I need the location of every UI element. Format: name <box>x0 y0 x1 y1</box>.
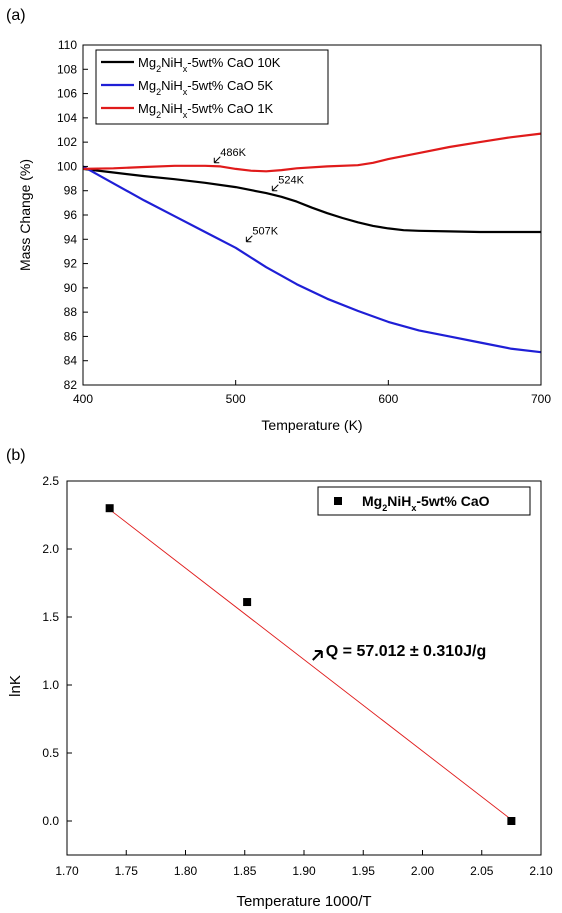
panel-a-y-tick-label: 98 <box>64 184 78 198</box>
panel-b-x-tick-label: 2.05 <box>470 864 494 878</box>
panel-b-x-tick-label: 1.95 <box>352 864 376 878</box>
panel-a-y-tick-label: 94 <box>64 232 78 246</box>
panel-a-annotations: 486K 524K 507K <box>214 147 304 242</box>
panel-a-y-tick-label: 104 <box>57 111 77 125</box>
panel-b-x-axis-label: Temperature 1000/T <box>236 893 371 910</box>
legend-text-part: NiH <box>161 55 183 70</box>
panel-b-y-tick-label: 0.5 <box>42 746 59 760</box>
panel-a-y-tick-label: 102 <box>57 135 77 149</box>
panel-b-x-tick-label: 1.75 <box>115 864 139 878</box>
legend-text-part: Mg <box>138 101 156 116</box>
panel-b-y-axis-label: lnK <box>7 675 24 697</box>
panel-b-data-point <box>243 598 251 606</box>
panel-b-x-tick-label: 1.80 <box>174 864 198 878</box>
panel-a-y-axis-label: Mass Change (%) <box>17 159 33 271</box>
panel-b-annotation-text: Q = 57.012 ± 0.310J/g <box>326 643 486 660</box>
panel-a-y-tick-label: 90 <box>64 281 78 295</box>
legend-text-part: Mg <box>138 55 156 70</box>
panel-b-y-tick-label: 0.0 <box>42 814 59 828</box>
panel-a-y-tick-label: 96 <box>64 208 78 222</box>
panel-b-label: (b) <box>6 447 26 464</box>
panel-a-x-tick-label: 700 <box>531 392 551 406</box>
panel-a-y-tick-label: 88 <box>64 305 78 319</box>
panel-b-ticks: 1.70 1.75 1.80 1.85 1.90 1.95 2.00 2.05 2.10 0.0 0… <box>42 474 553 878</box>
panel-a-y-tick-label: 108 <box>57 62 77 76</box>
panel-b-data-point <box>106 504 114 512</box>
panel-a-y-tick-label: 84 <box>64 354 78 368</box>
panel-a-x-axis-label: Temperature (K) <box>261 417 362 433</box>
legend-text-part: -5wt% CaO <box>416 493 489 509</box>
panel-a-x-tick-label: 500 <box>226 392 246 406</box>
panel-b-legend-swatch <box>334 497 342 505</box>
panel-b-x-tick-label: 1.70 <box>55 864 79 878</box>
panel-a-x-tick-label: 600 <box>378 392 398 406</box>
panel-a-series-line-2 <box>83 134 541 172</box>
panel-a-series-line-0 <box>83 169 541 232</box>
panel-a-series-line-1 <box>83 166 541 352</box>
panel-b-x-tick-label: 1.85 <box>233 864 257 878</box>
panel-a-y-tick-label: 106 <box>57 87 77 101</box>
legend-text-part: -5wt% CaO 5K <box>187 78 273 93</box>
panel-a-x-tick-label: 400 <box>73 392 93 406</box>
panel-a-chart: (a) 400 500 600 700 82 84 86 88 90 92 94 96 98 100 102… <box>6 7 551 433</box>
panel-b-data-point <box>507 817 515 825</box>
panel-a-y-tick-label: 82 <box>64 378 78 392</box>
panel-b-x-tick-label: 2.00 <box>411 864 435 878</box>
panel-b-fit-line <box>110 510 512 820</box>
legend-text-part: NiH <box>161 78 183 93</box>
panel-b-annotation: Q = 57.012 ± 0.310J/g <box>313 643 486 660</box>
panel-b-legend: Mg2NiHx-5wt% CaO <box>318 487 530 515</box>
panel-b-y-tick-label: 1.5 <box>42 610 59 624</box>
legend-text-part: NiH <box>161 101 183 116</box>
legend-text-part: -5wt% CaO 10K <box>187 55 281 70</box>
panel-b-plot-frame <box>67 481 541 855</box>
panel-b-chart: (b) 1.70 1.75 1.80 1.85 1.90 1.95 2.00 2.05 2.10… <box>6 447 553 910</box>
panel-b-y-tick-label: 2.5 <box>42 474 59 488</box>
panel-b-fit-group <box>110 510 512 820</box>
legend-text-part: -5wt% CaO 1K <box>187 101 273 116</box>
legend-text-part: Mg <box>138 78 156 93</box>
panel-a-y-tick-label: 86 <box>64 329 78 343</box>
panel-b-x-tick-label: 2.10 <box>529 864 553 878</box>
panel-a-annotation-label: 524K <box>278 175 304 187</box>
panel-a-y-tick-label: 100 <box>57 159 77 173</box>
panel-a-y-tick-label: 92 <box>64 257 78 271</box>
panel-b-y-tick-label: 2.0 <box>42 542 59 556</box>
panel-a-annotation-label: 486K <box>220 147 246 159</box>
legend-text-part: NiH <box>387 493 411 509</box>
panel-b-annotation-arrow <box>313 651 322 660</box>
panel-a-label: (a) <box>6 7 26 24</box>
panel-a-y-tick-label: 110 <box>58 38 77 52</box>
panel-a-annotation-label: 507K <box>252 226 278 238</box>
panel-b-y-tick-label: 1.0 <box>42 678 59 692</box>
legend-text-part: Mg <box>362 493 382 509</box>
panel-b-x-tick-label: 1.90 <box>292 864 316 878</box>
panel-a-series-group <box>83 134 541 353</box>
